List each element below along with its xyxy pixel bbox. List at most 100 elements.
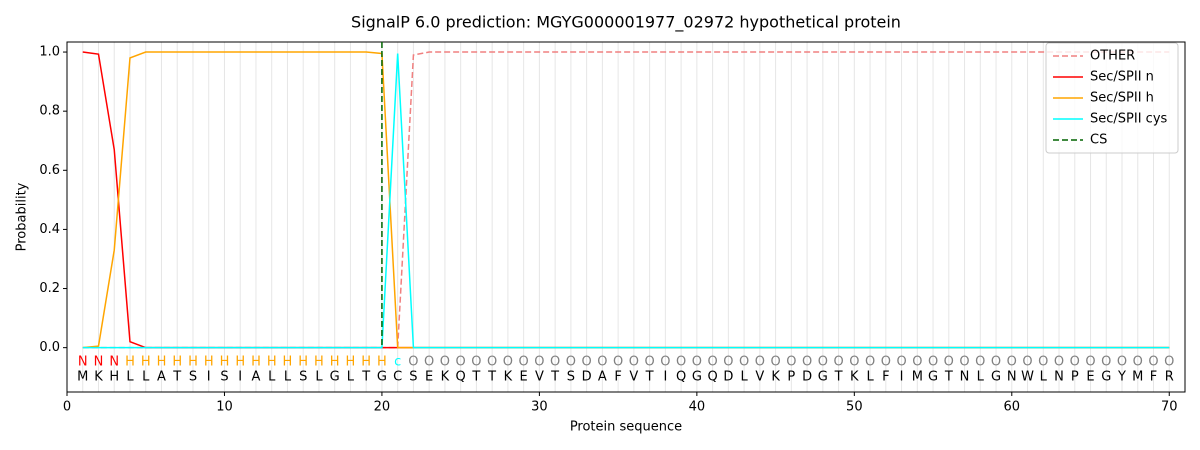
residue-letter: F (614, 370, 621, 385)
residue-letter: G (330, 370, 340, 385)
residue-letter: L (866, 370, 874, 385)
residue-letter: L (268, 370, 276, 385)
residue-letter: T (944, 370, 953, 385)
residue-letter: G (1101, 370, 1111, 385)
residue-letter: M (1132, 370, 1143, 385)
series-line (82, 51, 1170, 349)
residue-label: H (298, 355, 308, 370)
residue-letter: S (567, 370, 575, 385)
y-tick-label: 0.2 (39, 281, 60, 296)
residue-letter: R (1165, 370, 1174, 385)
residue-letter: G (928, 370, 938, 385)
residue-letter: V (755, 370, 764, 385)
residue-label: O (802, 355, 812, 370)
residue-label: O (912, 355, 922, 370)
residue-letter: W (1021, 370, 1034, 385)
residue-letter: F (1150, 370, 1157, 385)
residue-label: H (220, 355, 230, 370)
residue-letter: K (504, 370, 513, 385)
residue-label: H (172, 355, 182, 370)
residue-label: O (1070, 355, 1080, 370)
residue-letter: L (347, 370, 355, 385)
residue-letter: G (818, 370, 828, 385)
residue-label: H (251, 355, 261, 370)
residue-letter: K (441, 370, 450, 385)
residue-letter: F (882, 370, 889, 385)
residue-label: O (723, 355, 733, 370)
residue-letter: S (189, 370, 197, 385)
residue-label: O (440, 355, 450, 370)
residue-label: O (1085, 355, 1095, 370)
residue-label: c (394, 355, 401, 370)
residue-letter: N (960, 370, 970, 385)
residue-label: N (78, 355, 88, 370)
x-axis-label: Protein sequence (570, 420, 682, 435)
residue-letter: L (284, 370, 292, 385)
residue-letter: P (1071, 370, 1079, 385)
residue-letter: A (598, 370, 607, 385)
residue-letter: A (252, 370, 261, 385)
x-tick-label: 0 (63, 400, 71, 415)
residue-label: O (1007, 355, 1017, 370)
residue-letter: M (77, 370, 88, 385)
residue-letter: T (834, 370, 843, 385)
y-axis-label: Probability (15, 182, 30, 251)
residue-label: H (141, 355, 151, 370)
residue-letter: K (850, 370, 859, 385)
legend-label: Sec/SPII h (1090, 91, 1154, 106)
legend-label: OTHER (1090, 49, 1135, 64)
residue-label: O (865, 355, 875, 370)
residue-label: O (1164, 355, 1174, 370)
residue-label: N (94, 355, 104, 370)
residue-label: O (770, 355, 780, 370)
residue-label: O (1038, 355, 1048, 370)
series-line (82, 51, 1170, 349)
y-tick-label: 0.4 (39, 222, 60, 237)
residue-label: O (707, 355, 717, 370)
y-tick-label: 0.0 (39, 340, 60, 355)
residue-letter: S (299, 370, 307, 385)
residue-letter: V (535, 370, 544, 385)
legend-label: CS (1090, 133, 1107, 148)
residue-label: O (471, 355, 481, 370)
residue-letter: D (723, 370, 733, 385)
residue-letter: P (787, 370, 795, 385)
residue-letter: I (900, 370, 904, 385)
residue-letter: G (692, 370, 702, 385)
residue-label: O (582, 355, 592, 370)
residue-letter: H (109, 370, 119, 385)
residue-label: O (786, 355, 796, 370)
residue-letter: T (471, 370, 480, 385)
residue-letter: L (315, 370, 323, 385)
residue-label: O (566, 355, 576, 370)
legend-label: Sec/SPII n (1090, 70, 1154, 85)
x-tick-label: 70 (1161, 400, 1178, 415)
residue-letter: D (582, 370, 592, 385)
residue-label: O (503, 355, 513, 370)
residue-label: O (944, 355, 954, 370)
residue-label: H (346, 355, 356, 370)
residue-label: O (645, 355, 655, 370)
residue-label: H (361, 355, 371, 370)
residue-label: H (157, 355, 167, 370)
residue-label: H (330, 355, 340, 370)
residue-label: N (109, 355, 119, 370)
residue-label: O (928, 355, 938, 370)
residue-label: H (125, 355, 135, 370)
residue-label: O (676, 355, 686, 370)
residue-label: H (377, 355, 387, 370)
residue-label: O (1054, 355, 1064, 370)
residue-label: O (456, 355, 466, 370)
residue-label: O (1148, 355, 1158, 370)
x-tick-label: 50 (846, 400, 863, 415)
residue-label: O (1101, 355, 1111, 370)
residue-letter: T (361, 370, 370, 385)
residue-label: O (519, 355, 529, 370)
series-line (82, 51, 1170, 349)
residue-label: H (267, 355, 277, 370)
y-tick-label: 0.6 (39, 163, 60, 178)
residue-label: O (597, 355, 607, 370)
residue-letter: E (520, 370, 528, 385)
